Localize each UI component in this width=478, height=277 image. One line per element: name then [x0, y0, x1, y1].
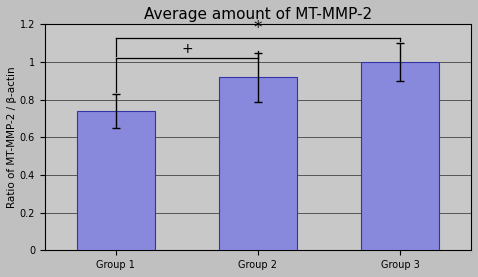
Bar: [361, 62, 439, 250]
Text: +: +: [181, 42, 193, 56]
Bar: [219, 77, 297, 250]
Title: Average amount of MT-MMP-2: Average amount of MT-MMP-2: [144, 7, 372, 22]
Bar: [77, 111, 155, 250]
Text: *: *: [254, 19, 262, 37]
Y-axis label: Ratio of MT-MMP-2 / β-actin: Ratio of MT-MMP-2 / β-actin: [7, 66, 17, 208]
